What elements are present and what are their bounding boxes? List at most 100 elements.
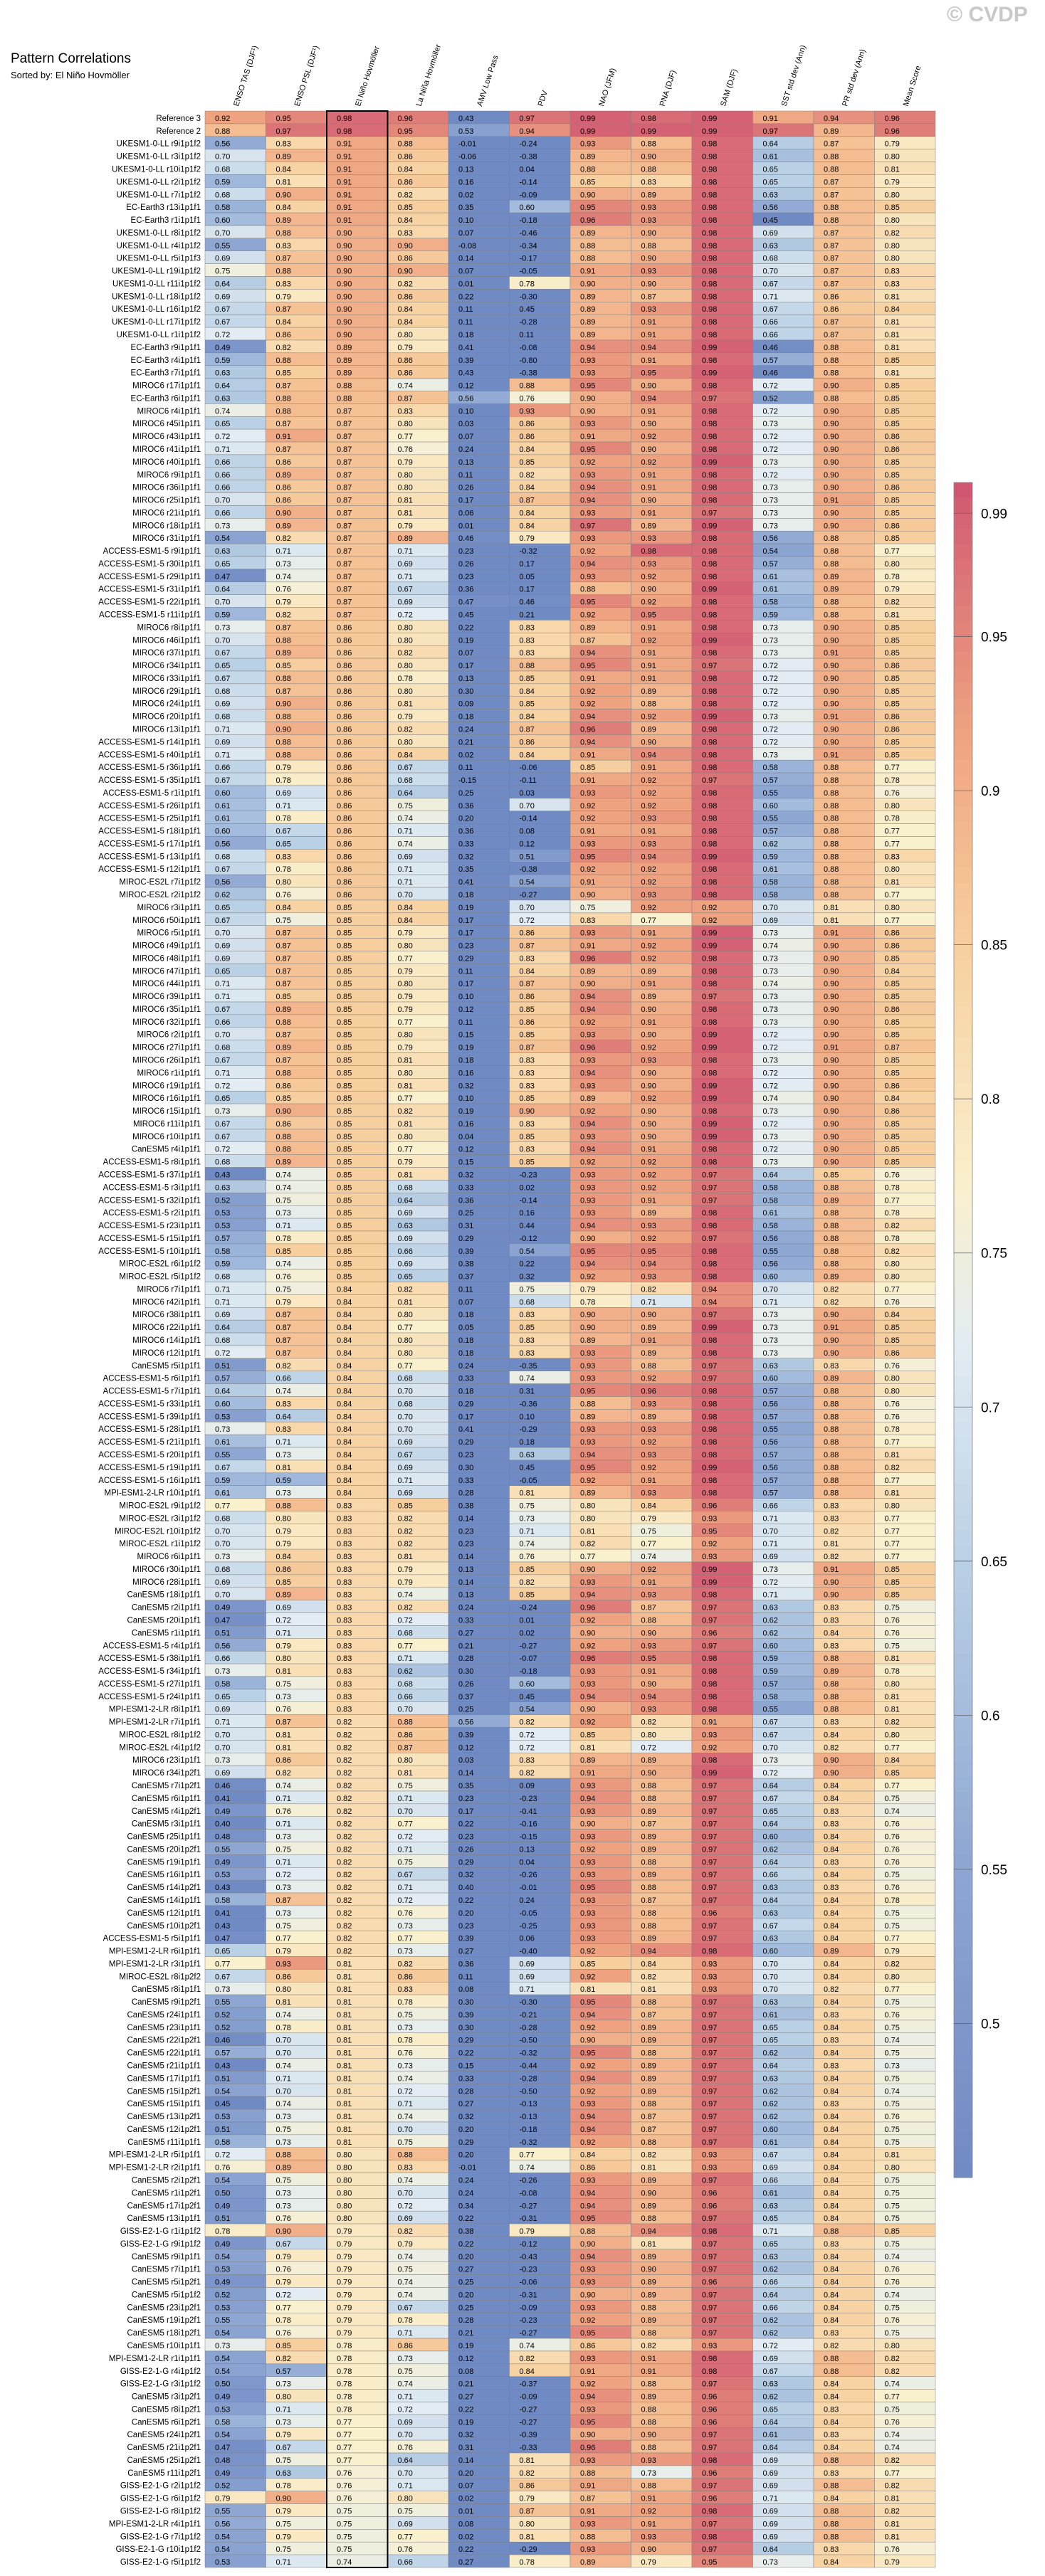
cell-value-label: 0.73 <box>763 1336 778 1345</box>
heatmap-cell <box>326 2363 388 2377</box>
cell-value-label: 0.29 <box>458 2037 473 2045</box>
heatmap-cell <box>631 849 693 862</box>
cell-value-label: 0.84 <box>824 2189 839 2197</box>
cell-value-label: 0.87 <box>276 305 291 314</box>
cell-value-label: 0.70 <box>276 2049 291 2058</box>
cell-value-label: 0.88 <box>824 216 839 225</box>
heatmap-cell <box>448 123 510 137</box>
heatmap-cell <box>266 1014 327 1028</box>
heatmap-cell <box>691 1663 753 1677</box>
cell-value-label: 0.98 <box>702 878 717 887</box>
cell-value-label: 0.85 <box>398 1502 413 1511</box>
heatmap-cell <box>569 1956 631 1970</box>
cell-value-label: 0.69 <box>763 2469 778 2478</box>
heatmap-cell <box>813 1587 875 1600</box>
column-header: NAO (JFM) <box>597 67 618 107</box>
heatmap-cell <box>204 1422 266 1435</box>
heatmap-cell <box>752 1141 814 1155</box>
cell-value-label: 0.82 <box>641 2151 656 2160</box>
heatmap-cell <box>569 1014 631 1028</box>
cell-value-label: 0.89 <box>276 216 291 225</box>
heatmap-cell <box>204 1701 266 1715</box>
heatmap-cell <box>631 2071 693 2084</box>
cell-value-label: 0.88 <box>824 1489 839 1498</box>
cell-value-label: 0.83 <box>398 229 413 238</box>
heatmap-cell <box>448 1867 510 1881</box>
cell-value-label: 0.86 <box>337 891 352 899</box>
cell-value-label: 0.86 <box>337 636 352 645</box>
heatmap-cell <box>326 951 388 964</box>
cell-value-label: 0.76 <box>885 2011 900 2020</box>
cell-value-label: 0.73 <box>276 2138 291 2147</box>
cell-value-label: 0.55 <box>215 242 230 250</box>
cell-value-label: 0.76 <box>276 891 291 899</box>
heatmap-cell <box>813 2503 875 2517</box>
heatmap-cell <box>813 1193 875 1206</box>
row-label: ACCESS-ESM1-5 r28i1p1f1 <box>98 1425 201 1434</box>
heatmap-cell <box>569 2389 631 2402</box>
cell-value-label: 0.78 <box>885 1209 900 1218</box>
cell-value-label: 0.90 <box>824 433 839 441</box>
cell-value-label: 0.85 <box>337 1005 352 1014</box>
heatmap-cell <box>631 352 693 366</box>
heatmap-cell <box>631 1931 693 1944</box>
heatmap-cell <box>448 352 510 366</box>
heatmap-cell <box>448 2350 510 2365</box>
cell-value-label: 0.85 <box>337 1196 352 1205</box>
heatmap-cell <box>691 2350 753 2365</box>
heatmap-cell <box>387 722 449 735</box>
cell-value-label: 0.86 <box>337 852 352 861</box>
heatmap-cell <box>204 428 266 443</box>
heatmap-cell <box>326 1014 388 1028</box>
cell-value-label: 0.64 <box>763 2291 778 2299</box>
heatmap-cell <box>874 1867 936 1881</box>
heatmap-cell <box>874 811 936 824</box>
heatmap-cell <box>509 849 571 862</box>
heatmap-cell <box>691 2478 753 2491</box>
heatmap-cell <box>691 2236 753 2250</box>
heatmap-cell <box>326 976 388 990</box>
heatmap-cell <box>691 1816 753 1830</box>
cell-value-label: 0.86 <box>337 802 352 811</box>
heatmap-cell <box>326 441 388 455</box>
cell-value-label: 0.86 <box>885 1082 900 1090</box>
cell-value-label: 0.91 <box>580 2482 595 2491</box>
heatmap-cell <box>266 734 327 748</box>
heatmap-cell <box>813 1638 875 1652</box>
heatmap-cell <box>813 2032 875 2046</box>
heatmap-cell <box>387 2121 449 2136</box>
row-label: CanESM5 r13i1p1f1 <box>127 2215 201 2223</box>
heatmap-cell <box>204 1472 266 1486</box>
cell-value-label: 0.74 <box>520 1375 535 1383</box>
heatmap-cell <box>813 785 875 799</box>
cell-value-label: 0.55 <box>215 1845 230 1854</box>
cell-value-label: 0.02 <box>520 1183 535 1192</box>
cell-value-label: 0.91 <box>580 268 595 276</box>
cell-value-label: -0.12 <box>520 1235 537 1243</box>
cell-value-label: 0.64 <box>763 2545 778 2554</box>
heatmap-cell <box>631 1981 693 1995</box>
cell-value-label: 0.93 <box>641 1400 656 1408</box>
heatmap-cell <box>874 938 936 951</box>
cell-value-label: 0.88 <box>641 1998 656 2007</box>
heatmap-cell <box>874 1409 936 1422</box>
cell-value-label: 0.62 <box>763 2393 778 2402</box>
cell-value-label: 0.81 <box>885 2495 900 2503</box>
heatmap-cell <box>326 1740 388 1753</box>
row-label: MIROC6 r40i1p1f1 <box>132 458 201 467</box>
cell-value-label: 0.69 <box>215 1706 230 1714</box>
cell-value-label: 0.79 <box>276 2279 291 2287</box>
cell-value-label: 0.88 <box>641 2049 656 2058</box>
heatmap-cell <box>569 938 631 951</box>
cell-value-label: 0.70 <box>763 1743 778 1752</box>
heatmap-cell <box>204 811 266 824</box>
heatmap-cell <box>569 1727 631 1741</box>
cell-value-label: 0.86 <box>276 1756 291 1765</box>
cell-value-label: 0.73 <box>276 1884 291 1892</box>
cell-value-label: 0.88 <box>824 865 839 874</box>
heatmap-cell <box>326 1879 388 1894</box>
cell-value-label: 0.50 <box>215 2189 230 2197</box>
cell-value-label: 0.90 <box>824 636 839 645</box>
heatmap-cell <box>448 772 510 786</box>
cell-value-label: 0.53 <box>215 2113 230 2121</box>
